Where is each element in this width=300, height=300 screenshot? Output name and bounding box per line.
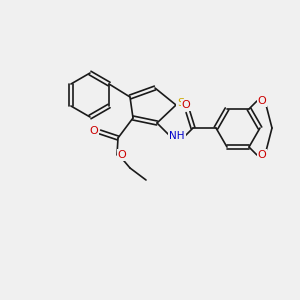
Text: NH: NH	[169, 131, 185, 141]
Text: S: S	[177, 98, 184, 108]
Text: O: O	[182, 100, 190, 110]
Text: O: O	[90, 126, 98, 136]
Text: O: O	[258, 96, 266, 106]
Text: O: O	[118, 150, 126, 160]
Text: O: O	[258, 150, 266, 160]
